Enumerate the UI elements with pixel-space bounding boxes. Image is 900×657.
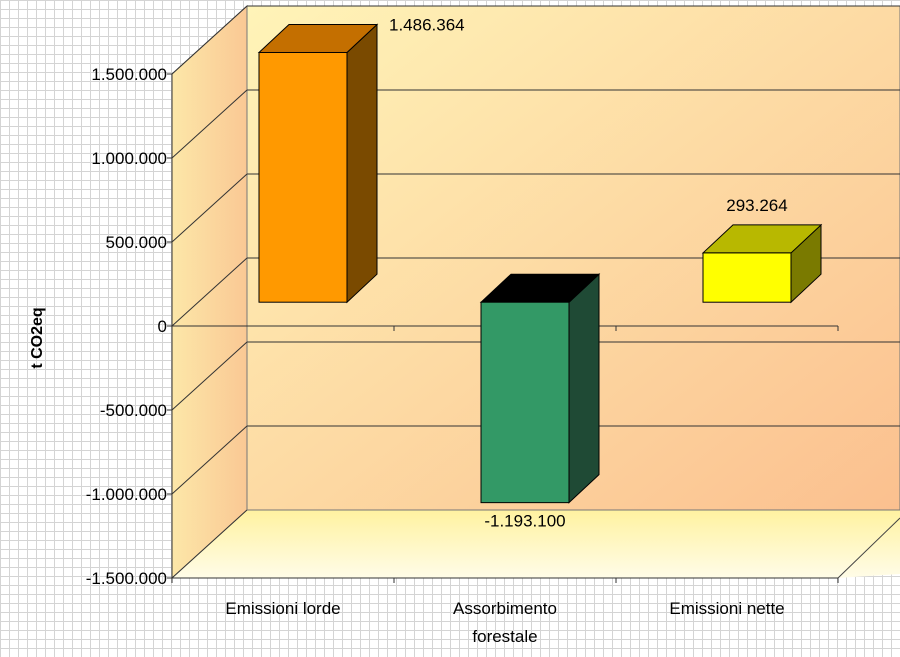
y-tick-label: 0 — [158, 317, 167, 336]
gridline-side — [171, 5, 248, 75]
gridline-side — [171, 89, 248, 159]
data-label: 1.486.364 — [389, 15, 465, 34]
y-tick-label: 1.000.000 — [91, 149, 167, 168]
bar-side — [346, 23, 378, 304]
bar-front — [258, 51, 348, 303]
bar-2 — [479, 273, 601, 504]
bars — [257, 23, 823, 504]
data-label: 293.264 — [726, 196, 787, 215]
data-label: -1.193.100 — [484, 512, 565, 531]
gridline-side — [171, 509, 248, 579]
y-tick-label: -1.000.000 — [86, 485, 167, 504]
gridline-side — [171, 341, 248, 411]
x-tick-label: Assorbimento forestale — [453, 599, 557, 646]
floor-right-edge — [837, 517, 900, 579]
x-tick-label-line: forestale — [472, 627, 537, 646]
x-tick-label: Emissioni lorde — [225, 599, 340, 618]
labels: 1.486.364 -1.193.100 293.264 Emissioni lord… — [29, 15, 788, 646]
gridline-side — [171, 173, 248, 243]
gridline-side — [171, 257, 248, 327]
bar-front — [480, 301, 570, 504]
x-tick-label-line: Emissioni nette — [669, 599, 784, 618]
y-axis-title: t CO2eq — [29, 307, 46, 368]
x-tick-label-line: Assorbimento — [453, 599, 557, 618]
y-tick-label: 1.500.000 — [91, 65, 167, 84]
bar-front — [702, 252, 792, 303]
bar-1 — [257, 23, 379, 304]
gridline-side — [171, 425, 248, 495]
y-tick-label: -1.500.000 — [86, 569, 167, 588]
floor — [172, 510, 900, 578]
y-tick-label: 500.000 — [106, 233, 167, 252]
bar-side — [568, 273, 600, 504]
x-tick-label: Emissioni nette — [669, 599, 784, 618]
bar-3 — [701, 223, 823, 304]
x-tick-label-line: Emissioni lorde — [225, 599, 340, 618]
y-tick-label: -500.000 — [100, 401, 167, 420]
axes: -1.500.000 -1.000.000 -500.000 0 500.000 1.00… — [86, 65, 839, 588]
